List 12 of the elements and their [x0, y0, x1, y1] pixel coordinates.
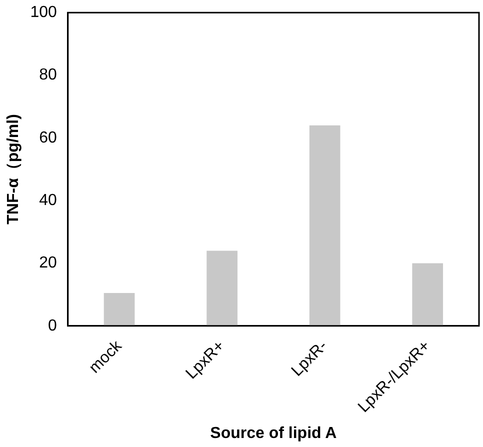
y-tick-label: 80	[39, 66, 57, 84]
y-tick-label: 0	[48, 317, 57, 334]
y-axis-title: TNF-α（pg/ml)	[5, 114, 22, 224]
y-tick-label: 60	[39, 129, 57, 146]
x-axis-title: Source of lipid A	[210, 424, 338, 442]
y-tick-label: 100	[30, 4, 57, 22]
y-tick-label: 20	[39, 254, 57, 272]
bar	[309, 125, 340, 326]
bar	[412, 263, 444, 326]
y-tick-label: 40	[39, 192, 57, 209]
bar	[206, 250, 238, 326]
bar	[104, 292, 135, 326]
